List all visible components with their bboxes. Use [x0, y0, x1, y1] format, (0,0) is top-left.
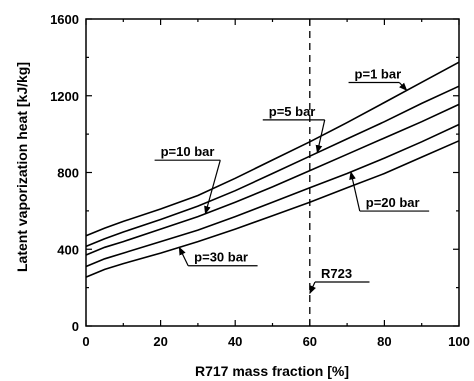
plot-frame: [85, 18, 460, 327]
plot-axes: [85, 18, 460, 327]
annotation-arrow: [309, 281, 316, 295]
annotation-arrow: [398, 82, 408, 91]
y-tick-label: 400: [57, 242, 79, 257]
series-line-4: [85, 123, 460, 268]
axis-ticks: 0 20 40 60 80 100 0 400 800 1200 1600: [50, 12, 470, 349]
annotation-label-2: p=5 bar: [269, 104, 316, 119]
x-tick-label: 100: [448, 334, 470, 349]
x-tick-label: 0: [82, 334, 89, 349]
annotation-arrow: [349, 171, 361, 212]
annotations: p=1 bar p=5 bar p=10 bar p=20 bar p=30 bar R7…: [154, 66, 430, 295]
annotation-label-1: p=1 bar: [355, 66, 402, 81]
annotation-arrow: [178, 246, 189, 266]
x-axis-title: R717 mass fraction [%]: [195, 363, 349, 379]
x-tick-label: 80: [377, 334, 391, 349]
series-line-2: [85, 85, 460, 248]
annotation-label-3: p=10 bar: [161, 144, 215, 159]
x-tick-label: 40: [228, 334, 242, 349]
annotation-label-6: R723: [321, 266, 352, 281]
series-line-5: [85, 140, 460, 278]
x-tick-label: 60: [303, 334, 317, 349]
annotation-arrow: [204, 160, 221, 215]
y-tick-label: 800: [57, 166, 79, 181]
annotation-label-4: p=20 bar: [366, 195, 420, 210]
series-line-3: [85, 103, 460, 256]
y-tick-label: 1200: [50, 89, 79, 104]
annotation-label-5: p=30 bar: [194, 250, 248, 265]
x-tick-label: 20: [153, 334, 167, 349]
series-line-1: [85, 61, 460, 237]
y-tick-label: 1600: [50, 12, 79, 27]
y-axis-title: Latent vaporization heat [kJ/kg]: [14, 62, 30, 272]
annotation-arrow: [315, 119, 326, 154]
y-tick-label: 0: [72, 319, 79, 334]
data-series: [85, 61, 460, 278]
